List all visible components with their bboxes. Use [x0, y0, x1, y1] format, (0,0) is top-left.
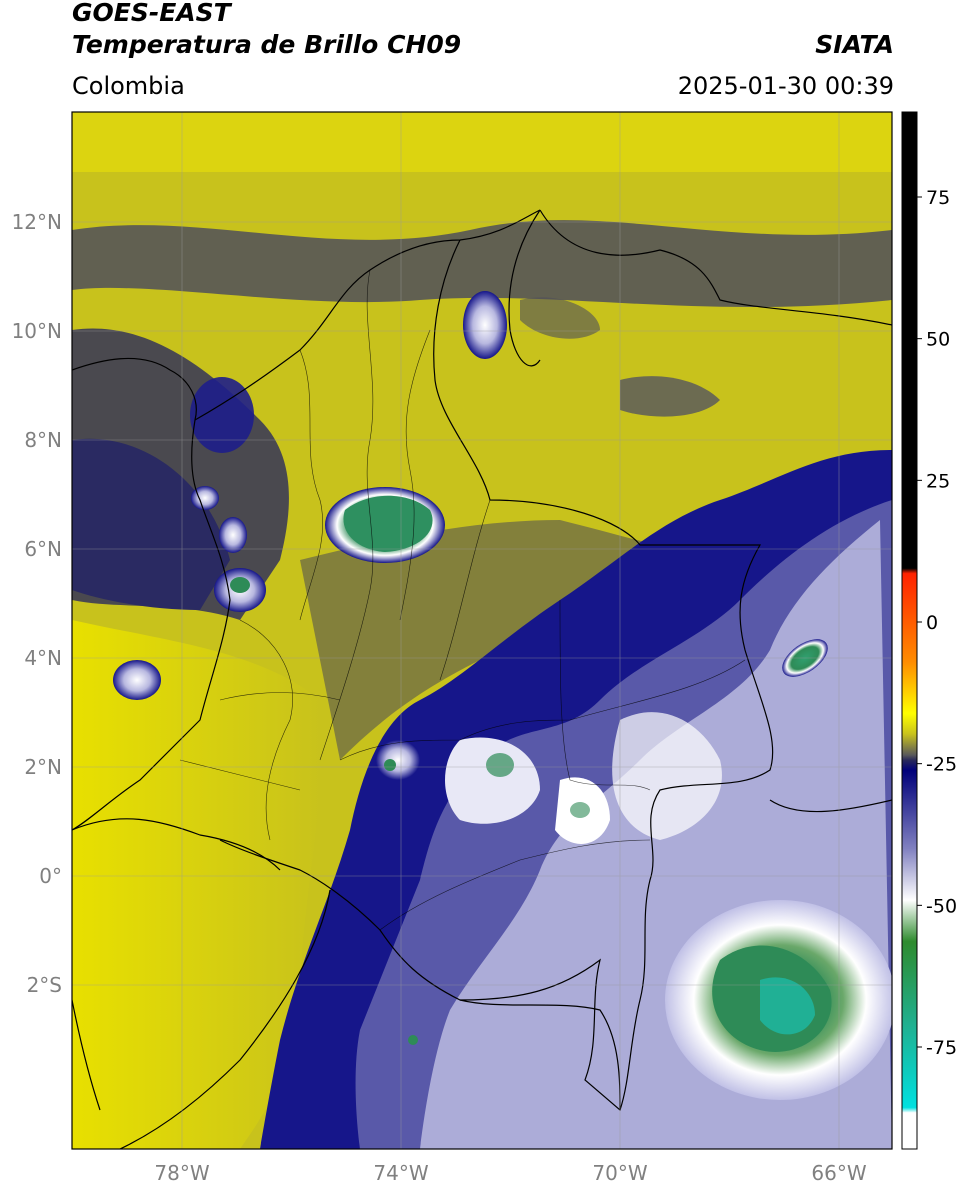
graticule: [72, 112, 892, 1149]
imagery-layer: [72, 112, 892, 1149]
lat-label: 12°N: [12, 210, 62, 234]
colorbar-tick-label: 50: [926, 329, 950, 351]
lat-labels: 12°N 10°N 8°N 6°N 4°N 2°N 0° 2°S: [12, 210, 62, 997]
colorbar-tick-label: -75: [926, 1037, 957, 1059]
product-title: Temperatura de Brillo CH09: [72, 30, 462, 59]
colorbar-ticks: 75 50 25 0 -25 -50 -75: [917, 187, 957, 1059]
lon-label: 66°W: [811, 1161, 866, 1185]
colorbar-tick-label: 75: [926, 187, 950, 209]
lat-label: 4°N: [24, 646, 62, 670]
colorbar-tick-label: 0: [926, 612, 938, 634]
lat-label: 2°N: [24, 755, 62, 779]
satellite-title: GOES-EAST: [72, 0, 231, 27]
colorbar: [901, 111, 918, 1150]
lat-label: 6°N: [24, 537, 62, 561]
colorbar-tick-label: 25: [926, 470, 950, 492]
map-frame: [71, 111, 893, 1150]
lon-label: 74°W: [373, 1161, 428, 1185]
lat-label: 8°N: [24, 428, 62, 452]
departments-layer: [179, 269, 746, 931]
lon-label: 70°W: [592, 1161, 647, 1185]
colorbar-tick-label: -50: [926, 895, 957, 917]
lat-label: 10°N: [12, 319, 62, 343]
region-label: Colombia: [72, 72, 185, 100]
lon-label: 78°W: [154, 1161, 209, 1185]
lat-label: 0°: [39, 864, 62, 888]
colorbar-tick-label: -25: [926, 754, 957, 776]
lat-label: 2°S: [27, 973, 62, 997]
timestamp-label: 2025-01-30 00:39: [677, 72, 894, 100]
lon-labels: 78°W 74°W 70°W 66°W: [154, 1161, 866, 1185]
agency-label: SIATA: [815, 30, 894, 59]
